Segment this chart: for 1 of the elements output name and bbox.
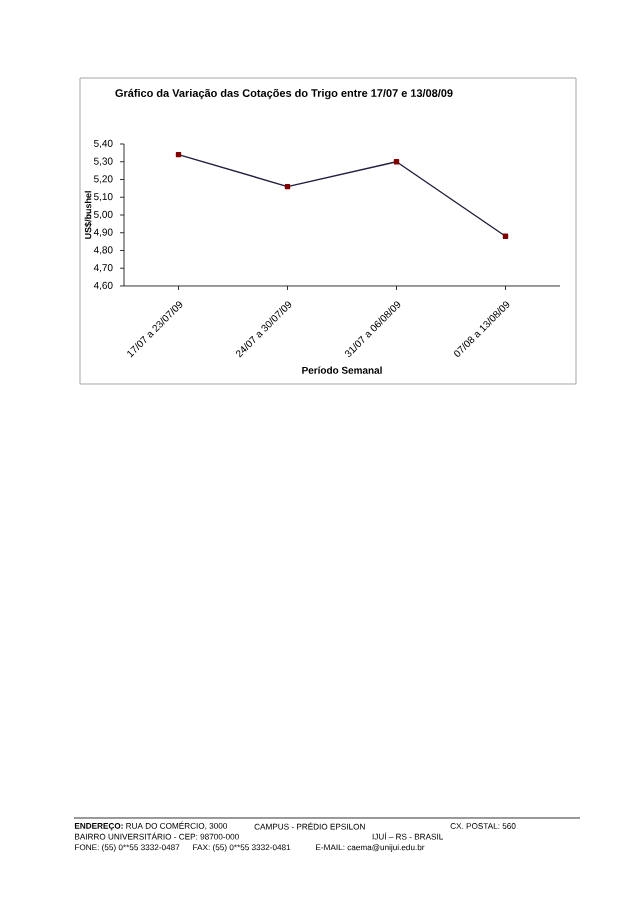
line-series [175, 151, 509, 239]
